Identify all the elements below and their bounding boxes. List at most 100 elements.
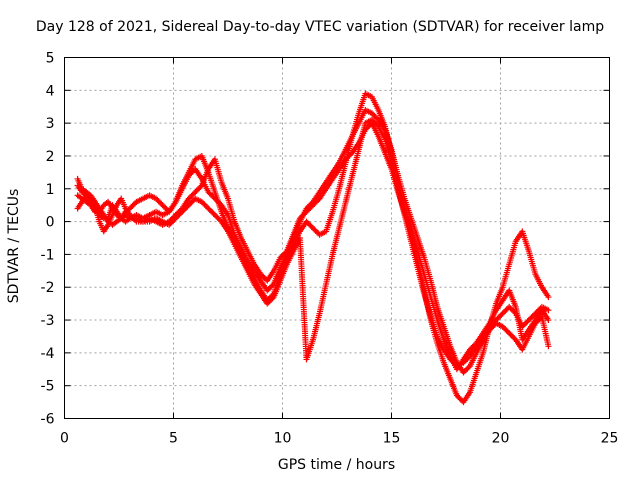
data-point-marker [298,213,305,220]
data-point-marker [162,204,169,211]
data-point-marker [486,326,493,333]
data-point-marker [507,331,514,338]
data-point-marker [189,168,196,175]
data-point-marker [196,185,203,192]
data-point-marker [204,204,211,211]
data-point-marker [308,223,315,230]
data-point-marker [463,366,470,373]
data-point-marker [312,227,319,234]
data-point-marker [166,221,173,228]
data-point-marker [502,307,509,314]
data-point-marker [508,332,515,339]
data-point-marker [374,122,381,129]
data-point-marker [187,200,194,207]
data-point-marker [483,329,490,336]
data-point-marker [265,299,272,306]
data-point-marker [198,198,205,205]
data-point-marker [260,273,267,280]
data-point-marker [185,195,192,202]
y-tick-label: -1 [41,247,55,263]
data-point-marker [465,364,472,371]
data-point-marker [261,275,268,282]
data-point-marker [313,229,320,236]
data-point-marker [264,287,271,294]
data-point-marker [545,294,552,301]
x-tick-label: 5 [169,431,178,447]
y-tick-label: 5 [46,51,55,67]
data-point-marker [500,309,507,316]
plot-markers [74,90,552,406]
data-point-marker [168,219,175,226]
y-tick-label: 3 [46,116,55,132]
data-point-marker [498,311,505,318]
data-point-marker [504,328,511,335]
data-point-marker [281,250,288,257]
data-point-marker [300,211,307,218]
data-point-marker [307,222,314,229]
data-point-marker [310,202,317,209]
data-point-marker [521,320,528,327]
data-point-marker [265,286,272,293]
data-point-marker [257,271,264,278]
data-point-marker [158,200,165,207]
data-point-marker [502,326,509,333]
data-point-marker [269,282,276,289]
data-point-marker [464,365,471,372]
data-point-marker [313,198,320,205]
data-point-marker [304,219,311,226]
data-point-marker [490,322,497,329]
plot-border [64,57,610,419]
data-point-marker [269,295,276,302]
data-point-marker [187,194,194,201]
data-point-marker [209,209,216,216]
data-point-marker [533,319,540,326]
data-point-marker [188,199,195,206]
x-tick-label: 10 [274,431,292,447]
data-point-marker [308,203,315,210]
data-point-marker [277,254,284,261]
data-point-marker [303,208,310,215]
data-point-marker [190,190,197,197]
data-point-marker [545,343,552,350]
data-point-marker [503,306,510,313]
data-point-marker [372,114,379,121]
data-point-marker [529,313,536,320]
data-point-marker [159,202,166,209]
data-point-marker [205,205,212,212]
data-point-marker [279,252,286,259]
data-point-marker [510,334,517,341]
data-point-marker [451,360,458,367]
data-point-marker [507,305,514,312]
data-point-marker [170,217,177,224]
data-point-marker [278,253,285,260]
data-point-marker [506,330,513,337]
data-point-marker [194,186,201,193]
x-tick-label: 20 [492,431,510,447]
axis-ticks: 0 5 10 15 20 25 -6 -5 -4 -3 -2 -1 0 1 2 3 4 5 [41,51,619,447]
data-point-marker [447,356,454,363]
x-axis-label: GPS time / hours [277,457,396,473]
y-tick-label: 4 [46,83,55,99]
data-point-marker [456,395,463,402]
data-point-marker [197,183,204,190]
data-point-marker [489,324,496,331]
data-point-marker [215,215,222,222]
data-point-marker [177,210,184,217]
data-point-marker [460,369,467,376]
data-point-marker [266,298,273,305]
data-point-marker [189,198,196,205]
data-point-marker [156,199,163,206]
data-point-marker [310,225,317,232]
data-point-marker [180,207,187,214]
data-point-marker [524,318,531,325]
data-point-marker [368,110,375,117]
data-point-marker [202,202,209,209]
data-point-marker [189,191,196,198]
data-point-marker [487,325,494,332]
data-point-marker [527,315,534,322]
y-tick-label: -2 [41,280,55,296]
data-point-marker [192,189,199,196]
data-point-marker [371,119,378,126]
data-point-marker [302,210,309,217]
data-point-marker [460,359,467,366]
